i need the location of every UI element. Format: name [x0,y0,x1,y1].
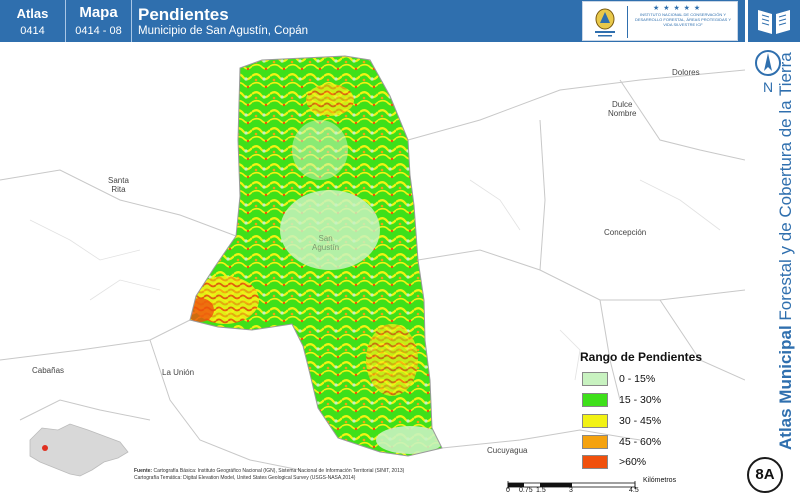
place-label: Dulce Nombre [608,100,637,118]
legend-swatch [582,372,608,386]
map-code: 0414 - 08 [75,25,122,37]
place-label: Dolores [672,68,700,77]
atlas-label: Atlas [16,6,49,21]
side-title-rest: Forestal y de Cobertura de la Tierra [776,52,795,326]
map-number-badge: 8A [747,457,783,493]
legend-label: 30 - 45% [619,415,662,427]
legend-label: 15 - 30% [619,394,662,406]
page-title: Pendientes [138,5,229,24]
scale-tick: 0.75 [519,487,533,494]
source-label: Fuente: [134,468,153,474]
place-label: Cabañas [32,366,65,375]
logo-divider [627,6,628,38]
map-cell: Mapa 0414 - 08 [66,0,132,42]
atlas-code: 0414 [20,25,45,37]
legend-label: 0 - 15% [619,373,656,385]
legend-label: >60% [619,456,647,468]
icf-stars: ★ ★ ★ ★ ★ [653,5,702,12]
source-line-2: Cartografía Temática: Digital Elevation … [134,474,356,481]
slope-map [0,42,745,500]
legend-swatch [582,393,608,407]
scale-bar-graphic [507,481,636,489]
honduras-locator-map [29,423,129,477]
scale-unit: Kilómetros [643,477,677,484]
legend-title: Rango de Pendientes [580,350,703,364]
icf-name: INSTITUTO NACIONAL DE CONSERVACIÓN Y DES… [634,12,732,27]
side-title-bold: Atlas Municipal [776,325,795,450]
honduras-seal-icon [595,8,615,37]
page-subtitle: Municipio de San Agustín, Copán [138,25,309,37]
atlas-cell: Atlas 0414 [0,0,66,42]
scale-tick: 1.5 [536,487,546,494]
place-label: San Agustín [312,234,340,252]
scale-tick: 3 [569,487,573,494]
legend-swatch [582,455,608,469]
place-label: La Unión [162,368,195,377]
north-label: N [762,79,774,95]
source-note: Fuente: Cartografía Básica: Instituto Ge… [134,468,454,481]
municipality-boundary [189,55,443,457]
north-arrow: N [754,45,782,95]
legend-label: 45 - 60% [619,436,662,448]
scale-tick: 4.5 [629,487,639,494]
side-title-text: Atlas Municipal Forestal y de Cobertura … [776,52,796,450]
book-panel [748,0,800,42]
book-icon [758,10,790,34]
place-label: Concepción [604,228,647,237]
scale-bar: 0 0.75 1.5 3 4.5 Kilómetros [505,477,705,498]
legend-swatch [582,414,608,428]
source-line-1: Cartografía Básica: Instituto Geográfico… [153,468,405,474]
scale-tick: 0 [506,487,510,494]
north-arrow-icon [755,50,781,76]
legend-swatch [582,435,608,449]
institution-logos: ★ ★ ★ ★ ★ INSTITUTO NACIONAL DE CONSERVA… [582,1,738,41]
place-label: Cucuyagua [487,446,528,455]
place-label: Santa Rita [108,176,129,194]
map-label: Mapa [79,4,118,21]
